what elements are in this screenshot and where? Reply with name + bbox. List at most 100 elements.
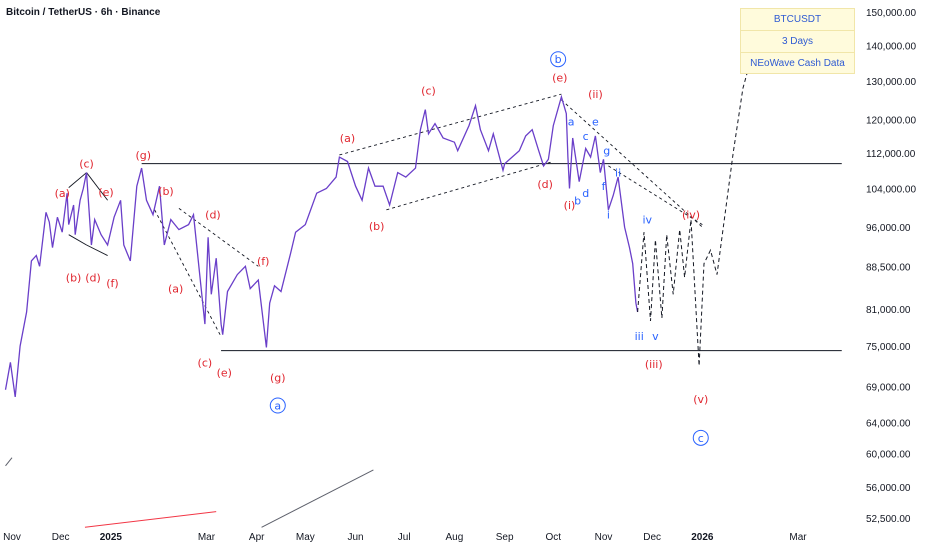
x-tick-label-1: Dec (52, 532, 70, 543)
drawing-line-2 (261, 469, 374, 528)
x-tick-label-8: Aug (446, 532, 464, 543)
channel-line-8 (68, 234, 87, 246)
info-period: 3 Days (741, 31, 854, 53)
wave-label-19: (e) (552, 71, 567, 84)
y-tick-label-1: 140,000.00 (866, 41, 916, 52)
wave-label-22: (i) (564, 199, 576, 212)
channel-line-5 (608, 165, 703, 225)
wave-label-28: f (602, 180, 607, 193)
wave-label-3: (b) (66, 271, 82, 284)
wave-labels: (a)(c)(e)(b) (d) (f)(g)(b)(d)(a)(f)(c)(e)(… (55, 51, 709, 446)
y-tick-label-0: 150,000.00 (866, 8, 916, 19)
price-line (4, 94, 639, 397)
x-tick-label-0: Nov (3, 532, 21, 543)
y-tick-label-13: 56,000.00 (866, 483, 911, 494)
y-tick-label-7: 88,500.00 (866, 262, 911, 273)
wave-label-18: b (555, 53, 562, 66)
wave-label-14: a (274, 400, 281, 413)
wave-label-37: (v) (693, 393, 708, 406)
wave-label-26: d (582, 187, 589, 200)
channel-line-1 (386, 161, 554, 211)
x-tick-label-4: Apr (249, 532, 265, 543)
wave-label-0: (a) (55, 187, 70, 200)
wave-label-circle-18 (550, 51, 567, 68)
channel-line-9 (86, 244, 108, 256)
y-tick-label-4: 112,000.00 (866, 149, 916, 160)
y-tick-label-5: 104,000.00 (866, 185, 916, 196)
wave-label-35: v (652, 330, 659, 343)
drawing-line-1 (84, 511, 217, 528)
x-tick-label-3: Mar (198, 532, 216, 543)
wave-label-34: iii (635, 330, 644, 343)
channel-line-7 (86, 172, 108, 201)
wave-label-25: c (583, 130, 589, 143)
wave-label-9: (a) (168, 283, 183, 296)
y-tick-label-10: 69,000.00 (866, 382, 911, 393)
x-tick-label-12: Dec (643, 532, 661, 543)
wave-label-29: g (603, 145, 610, 158)
wave-label-16: (b) (369, 220, 385, 233)
drawing-lines (5, 457, 374, 528)
x-tick-label-11: Nov (595, 532, 613, 543)
wave-label-38: c (698, 432, 704, 445)
info-box: BTCUSDT 3 Days NEoWave Cash Data (740, 8, 855, 74)
x-tick-label-10: Oct (546, 532, 562, 543)
wave-label-1: (c) (79, 158, 94, 171)
wave-label-36: (iii) (645, 358, 663, 371)
y-tick-label-8: 81,000.00 (866, 305, 911, 316)
channel-line-2 (178, 208, 259, 267)
y-tick-label-11: 64,000.00 (866, 419, 911, 430)
price-axis: 150,000.00 140,000.00 130,000.00 120,000.00… (866, 8, 916, 525)
wave-label-23: a (568, 116, 575, 129)
x-tick-label-14: Mar (789, 532, 807, 543)
wave-label-27: e (592, 116, 599, 129)
channel-lines (68, 93, 703, 337)
channel-line-4 (561, 99, 703, 228)
wave-label-7: (b) (158, 185, 174, 198)
x-tick-label-2: 2025 (100, 532, 123, 543)
wave-label-24: b (574, 194, 581, 207)
y-tick-label-6: 96,000.00 (866, 223, 911, 234)
wave-label-10: (f) (257, 255, 269, 268)
wave-label-6: (g) (135, 149, 151, 162)
x-tick-label-5: May (296, 532, 315, 543)
wave-label-5: (f) (106, 277, 118, 290)
chart-title: Bitcoin / TetherUS · 6h · Binance (6, 7, 161, 18)
wave-label-33: (iv) (682, 209, 700, 222)
y-tick-label-2: 130,000.00 (866, 77, 916, 88)
wave-label-2: (e) (98, 186, 113, 199)
y-tick-label-3: 120,000.00 (866, 116, 916, 127)
x-tick-label-7: Jul (398, 532, 411, 543)
projection-line (637, 64, 750, 366)
wave-label-circle-38 (692, 429, 709, 446)
wave-label-15: (a) (340, 132, 355, 145)
wave-label-20: (d) (537, 178, 553, 191)
wave-label-30: ii (615, 167, 621, 180)
wave-label-17: (c) (421, 84, 436, 97)
y-tick-label-9: 75,000.00 (866, 342, 911, 353)
drawing-line-0 (5, 457, 13, 467)
y-tick-label-14: 52,500.00 (866, 514, 911, 525)
channel-line-0 (339, 93, 562, 156)
x-tick-label-13: 2026 (691, 532, 714, 543)
wave-label-circle-14 (269, 397, 286, 414)
horizontal-levels (141, 163, 842, 352)
info-source: NEoWave Cash Data (750, 58, 845, 69)
x-tick-label-9: Sep (496, 532, 514, 543)
wave-label-4: (d) (85, 271, 101, 284)
channel-line-6 (68, 172, 87, 188)
wave-label-13: (g) (270, 371, 286, 384)
wave-label-11: (c) (198, 356, 213, 369)
wave-label-21: (ii) (588, 88, 603, 101)
wave-label-12: (e) (217, 367, 232, 380)
time-axis: Nov Dec 2025 Mar Apr May Jun Jul Aug Sep Oct Nov Dec… (3, 532, 807, 543)
x-tick-label-6: Jun (348, 532, 364, 543)
info-symbol: BTCUSDT (741, 9, 854, 31)
channel-line-3 (154, 209, 222, 337)
wave-label-32: iv (642, 214, 652, 227)
wave-label-8: (d) (205, 209, 221, 222)
wave-label-31: i (607, 209, 610, 222)
y-tick-label-12: 60,000.00 (866, 450, 911, 461)
